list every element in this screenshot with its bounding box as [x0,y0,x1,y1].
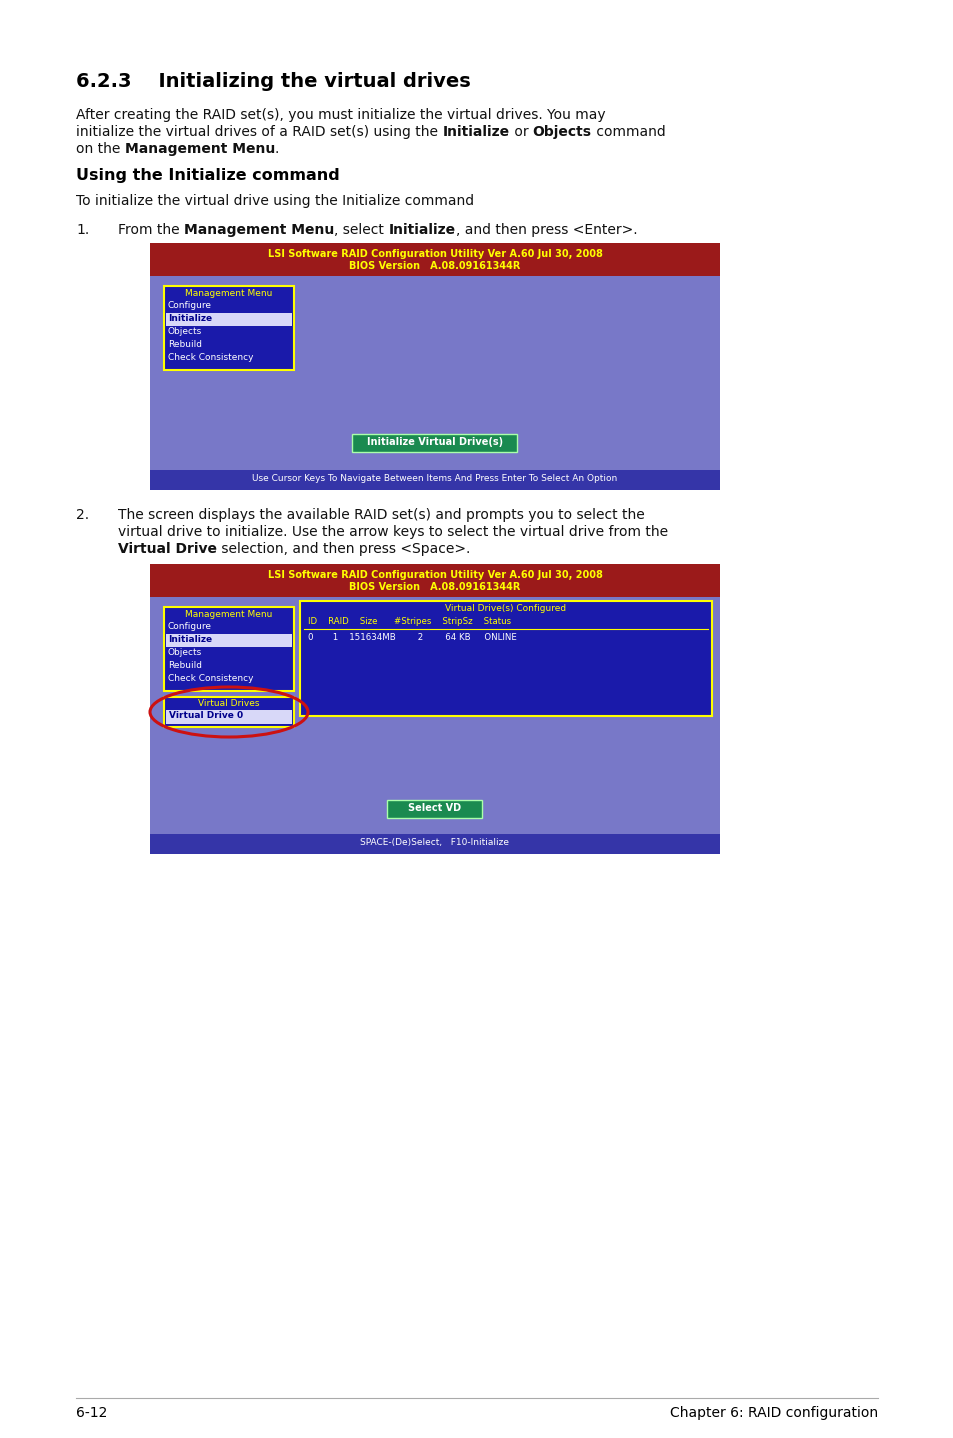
Text: Initialize: Initialize [442,125,509,139]
Bar [150,564,720,854]
Text: on the: on the [76,142,125,155]
Text: Management Menu: Management Menu [184,223,334,237]
Text: Configure: Configure [168,301,212,311]
Text: 6.2.3    Initializing the virtual drives: 6.2.3 Initializing the virtual drives [76,72,470,91]
Text: Use Cursor Keys To Navigate Between Items And Press Enter To Select An Option: Use Cursor Keys To Navigate Between Item… [253,475,617,483]
Text: Initialize: Initialize [388,223,456,237]
Text: Objects: Objects [168,326,202,336]
Text: Rebuild: Rebuild [168,339,202,349]
Bar [164,286,294,370]
Text: SPACE-(De)Select,   F10-Initialize: SPACE-(De)Select, F10-Initialize [360,838,509,847]
Text: Check Consistency: Check Consistency [168,352,253,362]
Bar [150,564,720,597]
Bar [164,607,294,692]
Bar [150,470,720,490]
Text: 2.: 2. [76,508,89,522]
Text: selection, and then press <Space>.: selection, and then press <Space>. [216,542,470,557]
Text: Rebuild: Rebuild [168,661,202,670]
Text: Using the Initialize command: Using the Initialize command [76,168,339,183]
Text: .: . [274,142,279,155]
Text: After creating the RAID set(s), you must initialize the virtual drives. You may: After creating the RAID set(s), you must… [76,108,605,122]
Bar [164,697,294,728]
Text: Virtual Drive(s) Configured: Virtual Drive(s) Configured [445,604,566,613]
Text: virtual drive to initialize. Use the arrow keys to select the virtual drive from: virtual drive to initialize. Use the arr… [118,525,667,539]
Text: Configure: Configure [168,623,212,631]
Text: Select VD: Select VD [408,802,461,812]
Text: 6-12: 6-12 [76,1406,108,1419]
Text: Virtual Drives: Virtual Drives [198,699,259,707]
Text: The screen displays the available RAID set(s) and prompts you to select the: The screen displays the available RAID s… [118,508,644,522]
Text: Management Menu: Management Menu [185,289,273,298]
Text: Management Menu: Management Menu [185,610,273,618]
Text: From the: From the [118,223,184,237]
Text: Initialize Virtual Drive(s): Initialize Virtual Drive(s) [367,437,502,447]
Text: Objects: Objects [532,125,591,139]
Text: Initialize: Initialize [168,313,212,324]
Bar [166,313,292,326]
Text: BIOS Version   A.08.09161344R: BIOS Version A.08.09161344R [349,582,520,592]
Bar [150,834,720,854]
Bar [352,434,517,452]
Bar [150,243,720,490]
Bar [299,601,711,716]
Text: , select: , select [334,223,388,237]
Text: initialize the virtual drives of a RAID set(s) using the: initialize the virtual drives of a RAID … [76,125,442,139]
Text: Virtual Drive 0: Virtual Drive 0 [169,710,243,720]
Text: , and then press <Enter>.: , and then press <Enter>. [456,223,637,237]
Text: Management Menu: Management Menu [125,142,274,155]
Text: or: or [509,125,532,139]
Text: ID    RAID    Size      #Stripes    StripSz    Status: ID RAID Size #Stripes StripSz Status [308,617,511,626]
Text: Objects: Objects [168,649,202,657]
Text: Initialize: Initialize [168,636,212,644]
Bar [150,243,720,276]
Text: BIOS Version   A.08.09161344R: BIOS Version A.08.09161344R [349,262,520,270]
Text: LSI Software RAID Configuration Utility Ver A.60 Jul 30, 2008: LSI Software RAID Configuration Utility … [267,249,601,259]
Bar [387,800,482,818]
Text: Check Consistency: Check Consistency [168,674,253,683]
Text: 0       1    151634MB        2        64 KB     ONLINE: 0 1 151634MB 2 64 KB ONLINE [308,633,517,641]
Bar [166,710,292,723]
Text: 1.: 1. [76,223,90,237]
Text: command: command [591,125,664,139]
Text: Chapter 6: RAID configuration: Chapter 6: RAID configuration [669,1406,877,1419]
Text: To initialize the virtual drive using the Initialize command: To initialize the virtual drive using th… [76,194,474,209]
Bar [166,634,292,647]
Text: LSI Software RAID Configuration Utility Ver A.60 Jul 30, 2008: LSI Software RAID Configuration Utility … [267,569,601,580]
Text: Virtual Drive: Virtual Drive [118,542,216,557]
